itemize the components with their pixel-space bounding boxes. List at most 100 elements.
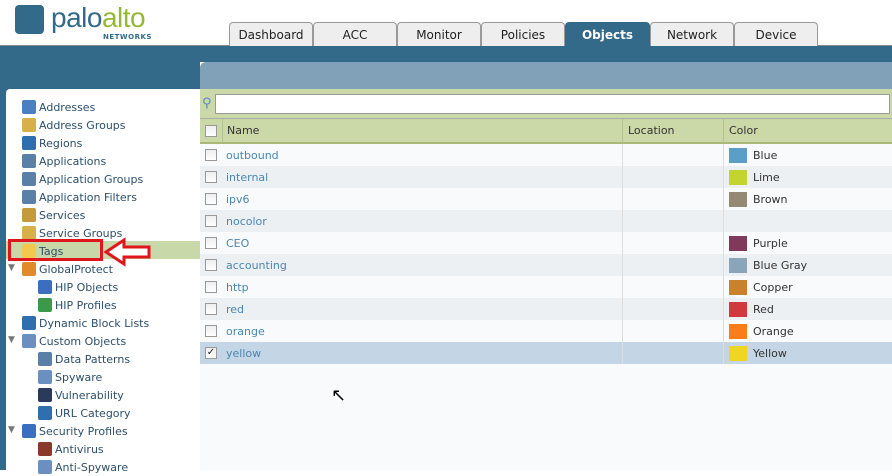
sidebar-item-tags[interactable]: Tags	[22, 242, 63, 260]
expand-triangle-icon[interactable]: ▼	[8, 335, 15, 345]
color-swatch	[729, 169, 747, 185]
color-label: Copper	[753, 280, 793, 294]
sidebar-item-hip-profiles[interactable]: HIP Profiles	[38, 296, 117, 314]
column-location[interactable]: Location	[622, 119, 723, 142]
sidebar-selection-highlight	[6, 241, 200, 259]
anti-spyware-icon	[38, 460, 52, 474]
color-swatch	[729, 147, 747, 163]
sidebar-item-custom-objects[interactable]: Custom Objects	[22, 332, 126, 350]
color-swatch	[729, 235, 747, 251]
row-checkbox[interactable]: ✓	[205, 347, 217, 359]
sidebar-item-anti-spyware[interactable]: Anti-Spyware	[38, 458, 128, 476]
color-swatch	[729, 279, 747, 295]
table-row[interactable]: internal Lime	[200, 166, 892, 188]
tag-name-link[interactable]: red	[226, 302, 245, 316]
tag-location	[622, 232, 723, 254]
search-icon[interactable]: ⚲	[202, 96, 212, 111]
row-checkbox[interactable]	[205, 303, 217, 315]
application-groups-icon	[22, 172, 36, 186]
table-row[interactable]: red Red	[200, 298, 892, 320]
sidebar-item-addresses[interactable]: Addresses	[22, 98, 95, 116]
address-groups-icon	[22, 118, 36, 132]
row-checkbox[interactable]	[205, 193, 217, 205]
sidebar-item-address-groups[interactable]: Address Groups	[22, 116, 126, 134]
sidebar-item-label: Addresses	[39, 100, 96, 114]
row-checkbox[interactable]	[205, 259, 217, 271]
row-checkbox[interactable]	[205, 149, 217, 161]
table-row[interactable]: ✓ yellow Yellow	[200, 342, 892, 364]
sidebar-item-url-category[interactable]: URL Category	[38, 404, 131, 422]
select-all-checkbox[interactable]	[205, 124, 217, 137]
sidebar-item-antivirus[interactable]: Antivirus	[38, 440, 104, 458]
tag-name-link[interactable]: internal	[226, 170, 269, 184]
color-label: Red	[753, 302, 774, 316]
table-row[interactable]: http Copper	[200, 276, 892, 298]
sidebar-item-application-groups[interactable]: Application Groups	[22, 170, 143, 188]
sidebar-item-data-patterns[interactable]: Data Patterns	[38, 350, 130, 368]
tag-name-link[interactable]: http	[226, 280, 249, 294]
table-row[interactable]: nocolor	[200, 210, 892, 232]
tab-dashboard[interactable]: Dashboard	[229, 22, 313, 46]
tab-device[interactable]: Device	[734, 22, 818, 46]
tag-location	[622, 254, 723, 276]
security-profiles-icon	[22, 424, 36, 438]
sidebar-item-vulnerability[interactable]: Vulnerability	[38, 386, 124, 404]
color-label: Orange	[753, 324, 794, 338]
row-checkbox[interactable]	[205, 171, 217, 183]
tab-acc[interactable]: ACC	[313, 22, 397, 46]
sidebar-item-applications[interactable]: Applications	[22, 152, 106, 170]
tag-name-link[interactable]: accounting	[226, 258, 287, 272]
color-swatch	[729, 345, 747, 361]
sidebar-item-hip-objects[interactable]: HIP Objects	[38, 278, 118, 296]
tag-name-link[interactable]: outbound	[226, 148, 279, 162]
tag-color: Yellow	[723, 342, 892, 364]
sidebar-item-service-groups[interactable]: Service Groups	[22, 224, 122, 242]
column-color[interactable]: Color	[723, 119, 892, 142]
table-row[interactable]: outbound Blue	[200, 144, 892, 166]
expand-triangle-icon[interactable]: ▼	[8, 263, 15, 273]
tag-color: Blue	[723, 144, 892, 166]
top-header: paloalto NETWORKS Dashboard ACC Monitor Pol…	[0, 0, 892, 46]
row-checkbox[interactable]	[205, 237, 217, 249]
table-row[interactable]: CEO Purple	[200, 232, 892, 254]
expand-triangle-icon[interactable]: ▼	[8, 425, 15, 435]
services-icon	[22, 208, 36, 222]
tag-color: Orange	[723, 320, 892, 342]
tab-objects[interactable]: Objects	[565, 22, 650, 46]
row-checkbox[interactable]	[205, 325, 217, 337]
sidebar-item-services[interactable]: Services	[22, 206, 85, 224]
table-row[interactable]: accounting Blue Gray	[200, 254, 892, 276]
table-row[interactable]: orange Orange	[200, 320, 892, 342]
tag-color: Brown	[723, 188, 892, 210]
spyware-icon	[38, 370, 52, 384]
data-patterns-icon	[38, 352, 52, 366]
tag-name-link[interactable]: CEO	[226, 236, 250, 250]
tag-name-link[interactable]: yellow	[226, 346, 262, 360]
sidebar-item-label: HIP Profiles	[55, 298, 117, 312]
table-header: Name Location Color	[200, 118, 892, 144]
sidebar-item-label: Services	[39, 208, 86, 222]
mouse-cursor-icon: ↖	[331, 385, 347, 406]
row-checkbox[interactable]	[205, 281, 217, 293]
tag-color: Blue Gray	[723, 254, 892, 276]
tag-name-link[interactable]: orange	[226, 324, 265, 338]
color-label: Purple	[753, 236, 788, 250]
column-name[interactable]: Name	[222, 119, 622, 142]
tag-name-link[interactable]: ipv6	[226, 192, 250, 206]
search-input[interactable]	[214, 93, 890, 114]
tab-network[interactable]: Network	[650, 22, 734, 46]
sidebar-item-application-filters[interactable]: Application Filters	[22, 188, 137, 206]
tab-policies[interactable]: Policies	[481, 22, 565, 46]
sidebar-item-security-profiles[interactable]: Security Profiles	[22, 422, 128, 440]
sidebar-item-regions[interactable]: Regions	[22, 134, 82, 152]
antivirus-icon	[38, 442, 52, 456]
tab-monitor[interactable]: Monitor	[397, 22, 481, 46]
color-label: Blue	[753, 148, 778, 162]
sidebar-item-globalprotect[interactable]: GlobalProtect	[22, 260, 113, 278]
color-label: Brown	[753, 192, 788, 206]
tag-name-link[interactable]: nocolor	[226, 214, 267, 228]
table-row[interactable]: ipv6 Brown	[200, 188, 892, 210]
row-checkbox[interactable]	[205, 215, 217, 227]
sidebar-item-dynamic-block-lists[interactable]: Dynamic Block Lists	[22, 314, 149, 332]
sidebar-item-spyware[interactable]: Spyware	[38, 368, 102, 386]
